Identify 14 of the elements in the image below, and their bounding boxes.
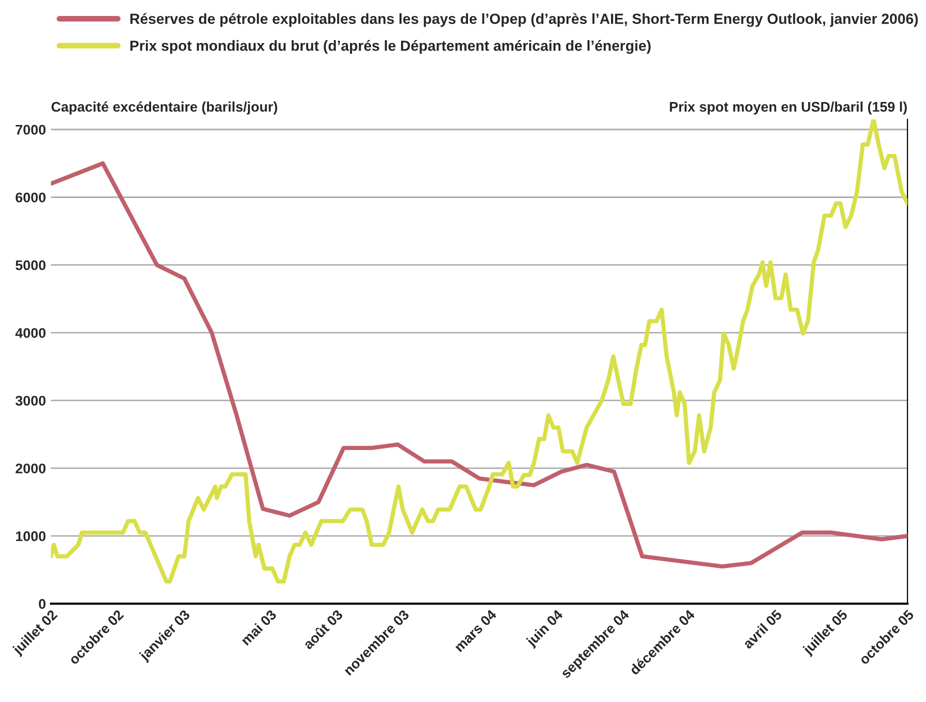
y-tick-label: 2000 bbox=[16, 464, 46, 474]
x-tick-label: juin 04 bbox=[525, 608, 566, 649]
y-tick-label: 0 bbox=[38, 599, 46, 609]
y-axis-title: Capacité excédentaire (barils/jour) bbox=[52, 101, 278, 114]
y-tick-label: 6000 bbox=[16, 192, 46, 202]
y2-axis-title: Prix spot moyen en USD/baril (159 l) bbox=[670, 102, 907, 114]
y-tick-label: 1000 bbox=[16, 531, 46, 542]
legend-label: Réserves de pétrole exploitables dans les pays de l’Opep (d’après l’AIE, Short-Term Energy Outlook, janvier 2006) bbox=[130, 13, 918, 27]
legend-label: Prix spot mondiaux du brut (d’aprés le Département américain de l’énergie) bbox=[130, 40, 651, 54]
y-tick-label: 5000 bbox=[16, 260, 46, 270]
y-tick-label: 3000 bbox=[15, 396, 46, 406]
x-tick-label: mai 03 bbox=[240, 608, 277, 646]
y-tick-label: 7000 bbox=[16, 124, 46, 135]
y-tick-label: 4000 bbox=[15, 328, 46, 338]
